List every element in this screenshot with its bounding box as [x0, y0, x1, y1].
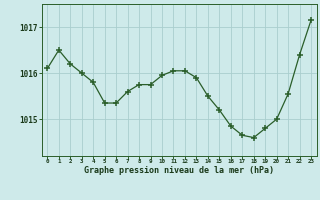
- X-axis label: Graphe pression niveau de la mer (hPa): Graphe pression niveau de la mer (hPa): [84, 166, 274, 175]
